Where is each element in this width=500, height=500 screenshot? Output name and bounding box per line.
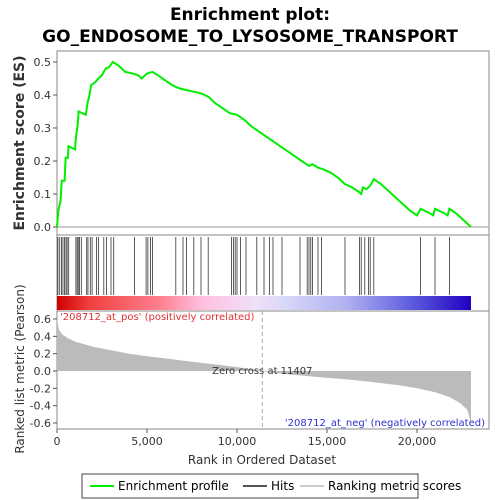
metric-y-tick-label: -0.2 <box>30 382 51 395</box>
x-tick-label: 20,000 <box>398 435 437 448</box>
es-y-ticks: 0.0 0.1 0.2 0.3 0.4 0.5 <box>34 56 57 234</box>
x-tick-label: 5,000 <box>131 435 163 448</box>
es-y-tick-label: 0.5 <box>34 56 52 69</box>
pos-correlated-label: '208712_at_pos' (positively correlated) <box>60 312 254 323</box>
metric-y-tick-label: -0.6 <box>30 417 51 430</box>
es-y-axis-label: Enrichment score (ES) <box>12 55 28 230</box>
metric-x-ticks: 0 5,000 10,000 15,000 20,000 <box>54 429 437 448</box>
metric-y-tick-label: 0.2 <box>34 348 52 361</box>
es-y-tick-label: 0.4 <box>34 89 52 102</box>
metric-y-axis-label: Ranked list metric (Pearson) <box>13 284 27 453</box>
es-y-tick-label: 0.0 <box>34 221 52 234</box>
legend-label-enrichment: Enrichment profile <box>118 479 229 493</box>
x-tick-label: 0 <box>54 435 61 448</box>
es-y-tick-label: 0.3 <box>34 122 52 135</box>
title-line2: GO_ENDOSOME_TO_LYSOSOME_TRANSPORT <box>42 27 458 47</box>
metric-y-tick-label: 0.4 <box>34 330 52 343</box>
metric-y-tick-label: 0.0 <box>34 365 52 378</box>
legend-label-hits: Hits <box>271 479 294 493</box>
es-panel-frame <box>56 50 490 236</box>
legend-label-ranking: Ranking metric scores <box>328 479 461 493</box>
hits-marks <box>57 237 450 295</box>
metric-y-tick-label: 0.6 <box>34 313 52 326</box>
x-tick-label: 15,000 <box>308 435 347 448</box>
neg-correlated-label: '208712_at_neg' (negatively correlated) <box>285 418 485 429</box>
es-y-tick-label: 0.1 <box>34 188 52 201</box>
title-line1: Enrichment plot: <box>170 5 330 25</box>
x-tick-label: 10,000 <box>218 435 257 448</box>
ranking-color-bar <box>57 296 471 310</box>
es-y-tick-label: 0.2 <box>34 155 52 168</box>
metric-y-ticks: 0.6 0.4 0.2 0.0 -0.2 -0.4 -0.6 <box>30 313 57 430</box>
enrichment-profile-line <box>56 60 472 228</box>
ranking-metric-area <box>57 317 471 423</box>
metric-y-tick-label: -0.4 <box>30 400 51 413</box>
zero-cross-label: Zero cross at 11407 <box>212 366 312 377</box>
x-axis-label: Rank in Ordered Dataset <box>188 453 336 467</box>
